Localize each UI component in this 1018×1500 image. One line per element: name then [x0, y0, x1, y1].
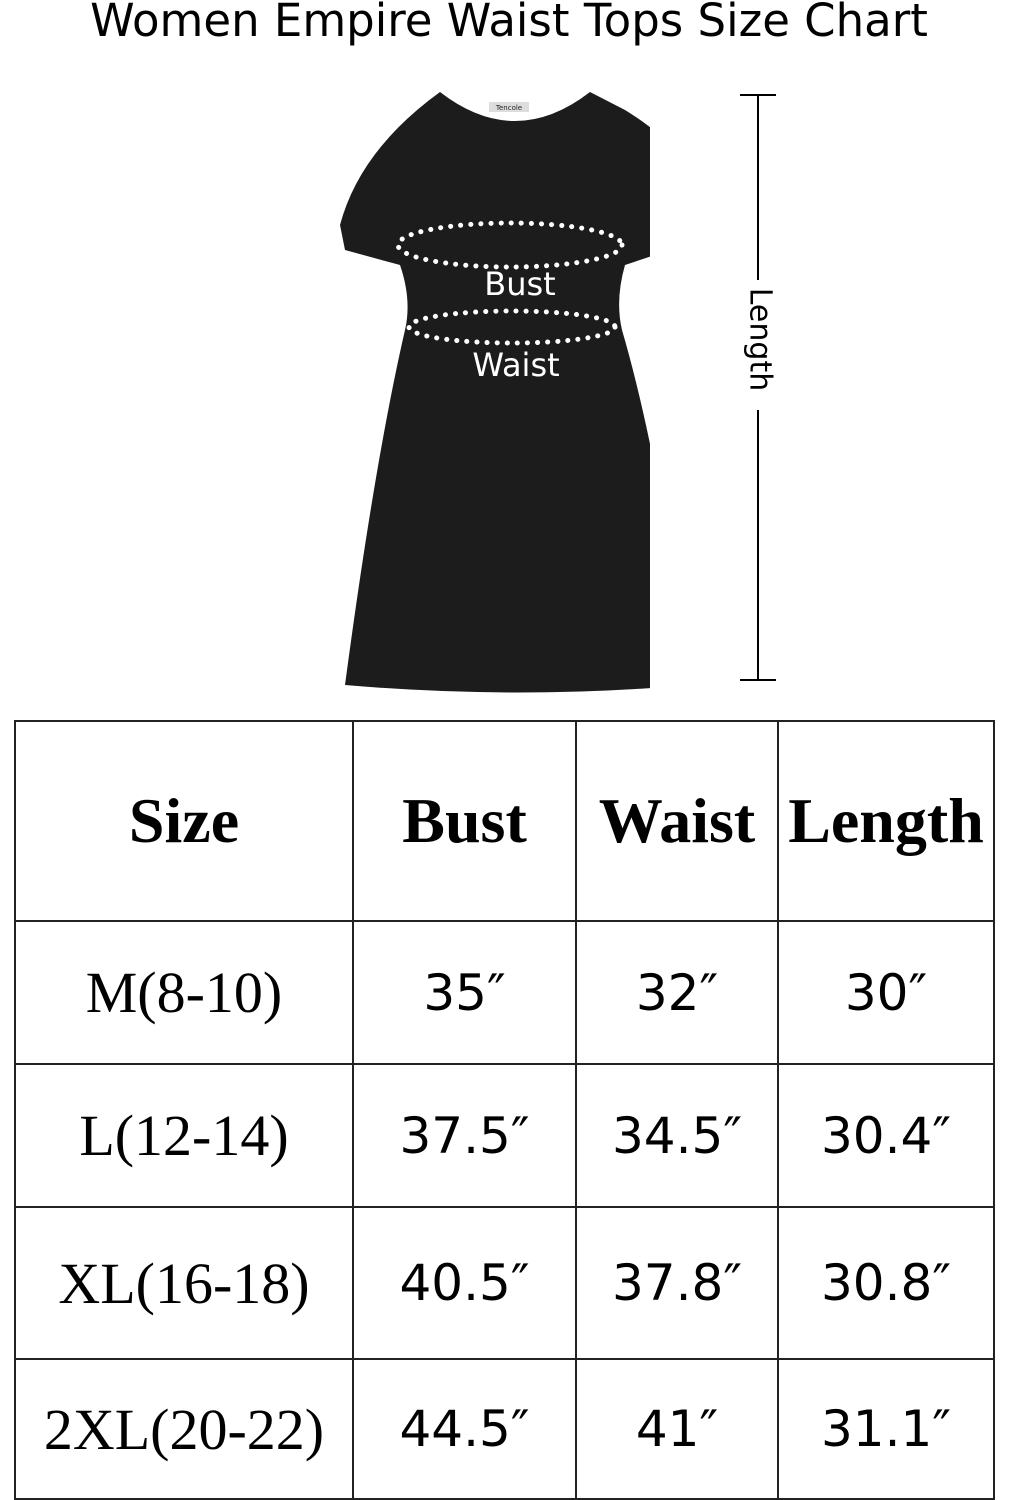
header-length: Length	[777, 720, 995, 922]
waist-measure-line	[406, 308, 618, 346]
cell-bust: 44.5″	[352, 1358, 577, 1500]
header-size: Size	[14, 720, 354, 922]
cell-length: 30.8″	[777, 1206, 995, 1360]
table-row: L(12-14) 37.5″ 34.5″ 30.4″	[14, 1063, 995, 1208]
table-row: XL(16-18) 40.5″ 37.8″ 30.8″	[14, 1206, 995, 1360]
header-waist: Waist	[575, 720, 779, 922]
waist-label: Waist	[472, 346, 559, 384]
cell-waist: 37.8″	[575, 1206, 779, 1360]
cell-waist: 32″	[575, 920, 779, 1065]
table-row: 2XL(20-22) 44.5″ 41″ 31.1″	[14, 1358, 995, 1500]
cell-waist: 41″	[575, 1358, 779, 1500]
cell-waist: 34.5″	[575, 1063, 779, 1208]
garment-illustration: Tencole Bust Waist	[340, 92, 650, 693]
cell-length: 30″	[777, 920, 995, 1065]
bust-label: Bust	[484, 265, 555, 303]
table-row: M(8-10) 35″ 32″ 30″	[14, 920, 995, 1065]
length-label: Length	[742, 287, 778, 392]
brand-label-tag	[489, 102, 529, 112]
size-table: Size Bust Waist Length M(8-10) 35″ 32″ 3…	[14, 720, 995, 1500]
cell-size: XL(16-18)	[14, 1206, 354, 1360]
cell-size: 2XL(20-22)	[14, 1358, 354, 1500]
cell-bust: 40.5″	[352, 1206, 577, 1360]
bust-measure-line	[395, 220, 625, 270]
header-bust: Bust	[352, 720, 577, 922]
brand-label: Tencole	[495, 104, 522, 112]
cell-size: L(12-14)	[14, 1063, 354, 1208]
cell-length: 30.4″	[777, 1063, 995, 1208]
cell-bust: 35″	[352, 920, 577, 1065]
cell-length: 31.1″	[777, 1358, 995, 1500]
page-title: Women Empire Waist Tops Size Chart	[90, 0, 928, 47]
cell-bust: 37.5″	[352, 1063, 577, 1208]
cell-size: M(8-10)	[14, 920, 354, 1065]
length-indicator	[740, 94, 776, 681]
top-shape	[340, 92, 650, 693]
table-header-row: Size Bust Waist Length	[14, 720, 995, 922]
